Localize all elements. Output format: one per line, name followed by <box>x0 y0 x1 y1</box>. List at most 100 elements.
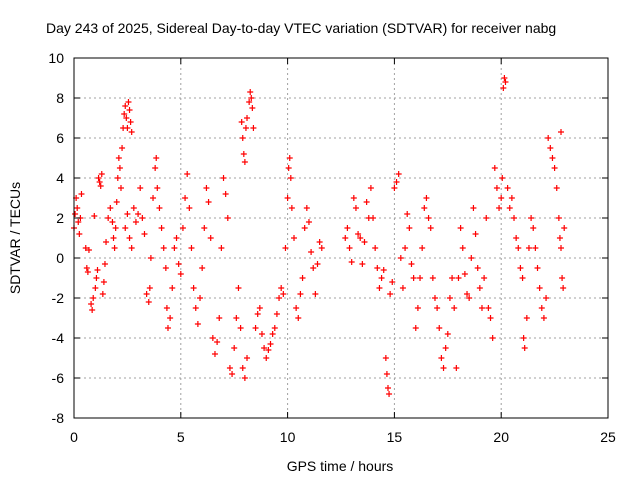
data-point <box>229 371 236 377</box>
data-point <box>265 347 272 353</box>
data-point <box>250 125 257 131</box>
data-point <box>504 185 511 191</box>
y-tick-label: 0 <box>56 250 64 266</box>
data-point <box>184 171 191 177</box>
data-point <box>186 205 193 211</box>
data-point <box>376 285 383 291</box>
data-point <box>152 165 159 171</box>
data-point <box>127 119 134 125</box>
data-point <box>162 265 169 271</box>
y-tick-label: -6 <box>52 370 65 386</box>
data-point <box>520 335 527 341</box>
data-point <box>291 235 298 241</box>
data-point <box>286 155 293 161</box>
data-point <box>125 99 132 105</box>
data-point <box>99 291 106 297</box>
data-point <box>297 291 304 297</box>
data-point <box>147 255 154 261</box>
data-point <box>521 345 528 351</box>
data-point <box>278 285 285 291</box>
data-point <box>352 205 359 211</box>
data-point <box>393 179 400 185</box>
y-tick-label: -8 <box>52 410 65 426</box>
data-point <box>199 265 206 271</box>
y-tick-label: 10 <box>48 50 64 66</box>
data-point <box>346 245 353 251</box>
data-point <box>214 339 221 345</box>
data-point <box>397 255 404 261</box>
y-tick-label: 2 <box>56 210 64 226</box>
data-point <box>489 335 496 341</box>
plot-frame <box>73 57 609 419</box>
data-point <box>404 211 411 217</box>
data-point <box>72 211 79 217</box>
data-point <box>549 155 556 161</box>
data-point <box>293 305 300 311</box>
data-point <box>558 245 565 251</box>
data-point <box>470 205 477 211</box>
data-point <box>276 295 283 301</box>
data-point <box>88 301 95 307</box>
data-point <box>446 295 453 301</box>
data-point <box>312 291 319 297</box>
data-point <box>171 245 178 251</box>
data-point <box>528 215 535 221</box>
data-point <box>211 351 218 357</box>
data-point <box>83 265 90 271</box>
data-point <box>97 183 104 189</box>
data-point <box>519 275 526 281</box>
data-point <box>233 315 240 321</box>
data-point <box>468 255 475 261</box>
data-point <box>122 103 129 109</box>
data-point <box>126 107 133 113</box>
data-point <box>126 235 133 241</box>
data-point <box>434 305 441 311</box>
data-point <box>154 185 161 191</box>
data-point <box>295 315 302 321</box>
data-point <box>438 355 445 361</box>
data-point <box>158 225 165 231</box>
data-point <box>244 355 251 361</box>
data-point <box>436 325 443 331</box>
data-point <box>240 151 247 157</box>
grid <box>74 58 608 418</box>
data-points <box>71 75 568 397</box>
data-point <box>95 175 102 181</box>
data-point <box>493 185 500 191</box>
data-point <box>82 245 89 251</box>
data-point <box>150 195 157 201</box>
x-tick-label: 5 <box>177 429 185 445</box>
data-point <box>378 275 385 281</box>
data-point <box>496 205 503 211</box>
data-point <box>143 291 150 297</box>
data-point <box>267 341 274 347</box>
data-point <box>90 295 97 301</box>
data-point <box>427 225 434 231</box>
data-point <box>239 135 246 141</box>
data-point <box>442 345 449 351</box>
data-point <box>173 235 180 241</box>
data-point <box>431 295 438 301</box>
data-point <box>252 325 259 331</box>
data-point <box>464 291 471 297</box>
data-point <box>237 325 244 331</box>
data-point <box>318 245 325 251</box>
data-point <box>160 245 167 251</box>
data-point <box>472 231 479 237</box>
data-point <box>224 215 231 221</box>
x-tick-label: 20 <box>493 429 509 445</box>
data-point <box>112 225 119 231</box>
data-point <box>153 155 160 161</box>
data-point <box>194 321 201 327</box>
data-point <box>209 335 216 341</box>
data-point <box>476 285 483 291</box>
data-point <box>449 275 456 281</box>
data-point <box>301 225 308 231</box>
data-point <box>246 99 253 105</box>
data-point <box>534 265 541 271</box>
data-point <box>271 325 278 331</box>
data-point <box>500 85 507 91</box>
data-point <box>419 245 426 251</box>
data-point <box>76 231 83 237</box>
y-tick-label: 4 <box>56 170 64 186</box>
